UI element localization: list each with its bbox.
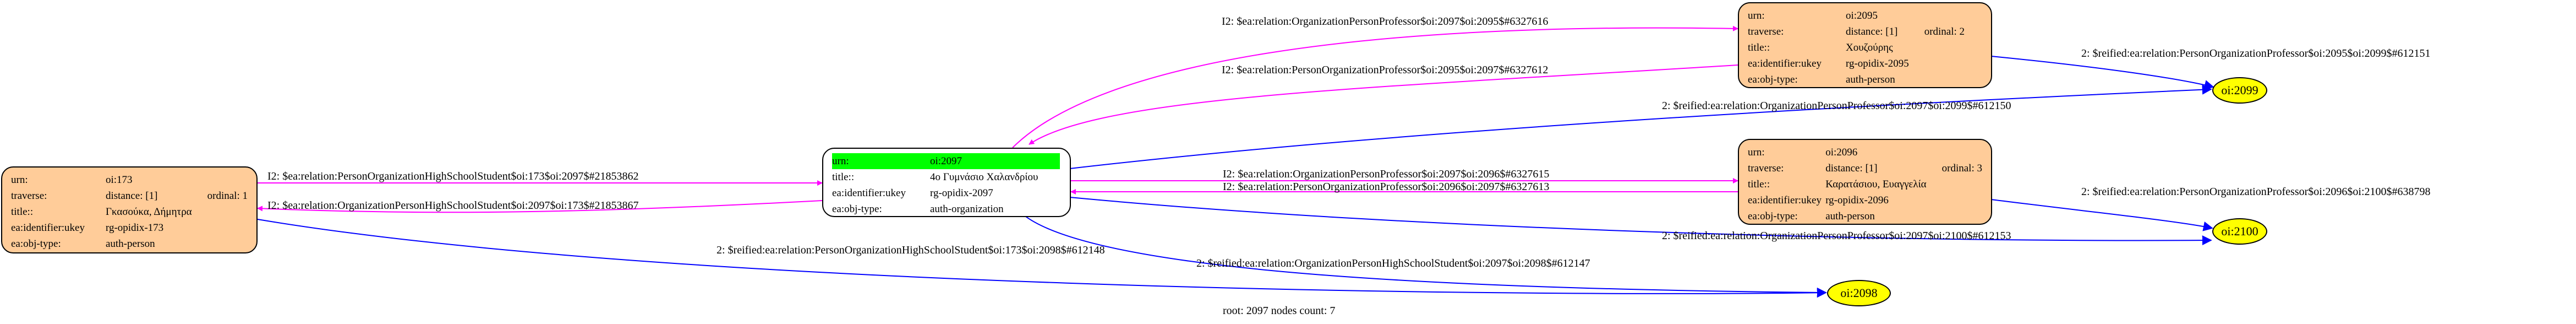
edge-label-reified-173-2098: 2: $reified:ea:relation:PersonOrganizati… <box>717 244 1105 256</box>
node-oi-173[interactable]: urn: oi:173 traverse: distance: [1] ordinal… <box>1 166 258 253</box>
edge-reified-2096-2100 <box>1990 199 2213 231</box>
node-oi-2097-root[interactable]: urn: oi:2097 title:: 4ο Γυμνάσιο Χαλανδρίο… <box>822 148 1071 217</box>
edge-label-reified-2097-2099: 2: $reified:ea:relation:OrganizationPers… <box>1662 100 2011 112</box>
edge-label-reified-2097-2100: 2: $reified:ea:relation:OrganizationPers… <box>1662 230 2011 242</box>
ukey-key: ea:identifier:ukey <box>1748 195 1822 206</box>
obj-type-key: ea:obj-type: <box>1748 74 1798 85</box>
edge-reified-2095-2099 <box>1990 56 2214 90</box>
node-oi-2100[interactable]: oi:2100 <box>2212 218 2267 245</box>
root-node-count-label: root: 2097 nodes count: 7 <box>1223 305 1336 317</box>
urn-key: urn: <box>832 153 930 169</box>
edge-label-2097-2096: I2: $ea:relation:OrganizationPersonProfe… <box>1223 168 1549 180</box>
title-value: Γκασούκα, Δήμητρα <box>105 206 192 218</box>
traverse-key: traverse: <box>11 190 47 202</box>
obj-type-key: ea:obj-type: <box>1748 210 1798 222</box>
traverse-distance: distance: [1] <box>1825 163 1878 174</box>
edge-label-173-2097: I2: $ea:relation:PersonOrganizationHighS… <box>267 170 639 182</box>
ukey-value: rg-opidix-2097 <box>930 187 993 199</box>
edge-label-reified-2097-2098: 2: $reified:ea:relation:OrganizationPers… <box>1196 257 1590 269</box>
edge-label-reified-2096-2100: 2: $reified:ea:relation:PersonOrganizati… <box>2081 186 2431 198</box>
urn-value: oi:2097 <box>930 153 1060 169</box>
urn-value: oi:173 <box>105 174 133 186</box>
edge-org-person-2097-173 <box>257 200 823 213</box>
title-value: Χουζούρης <box>1846 42 1893 53</box>
node-oi-2099[interactable]: oi:2099 <box>2212 77 2267 104</box>
edge-reified-2097-2099 <box>1069 84 2212 169</box>
edge-person-org-2095-2097 <box>1029 64 1738 145</box>
ukey-key: ea:identifier:ukey <box>1748 58 1822 69</box>
ukey-value: rg-opidix-173 <box>105 222 164 234</box>
node-oi-2096[interactable]: urn: oi:2096 traverse: distance: [1] ordina… <box>1738 139 1992 225</box>
ukey-key: ea:identifier:ukey <box>832 187 906 199</box>
ukey-key: ea:identifier:ukey <box>11 222 85 234</box>
title-value: 4ο Γυμνάσιο Χαλανδρίου <box>930 171 1038 183</box>
edge-label-2097-173: I2: $ea:relation:OrganizationPersonHighS… <box>267 199 639 212</box>
obj-type-key: ea:obj-type: <box>11 238 61 250</box>
obj-type-value: auth-person <box>1846 74 1895 85</box>
traverse-key: traverse: <box>1748 26 1784 37</box>
traverse-ordinal: ordinal: 3 <box>1941 163 1982 174</box>
urn-value: oi:2095 <box>1846 10 1878 21</box>
node-oi-2098[interactable]: oi:2098 <box>1827 280 1891 306</box>
edge-label-2096-2097: I2: $ea:relation:PersonOrganizationProfe… <box>1223 181 1549 193</box>
obj-type-key: ea:obj-type: <box>832 203 882 215</box>
traverse-distance: distance: [1] <box>1846 26 1898 37</box>
edge-person-org-173-2097 <box>256 180 823 186</box>
title-value: Καρατάσιου, Ευαγγελία <box>1825 179 1927 190</box>
edge-label-reified-2095-2099: 2: $reified:ea:relation:PersonOrganizati… <box>2081 47 2431 60</box>
urn-key: urn: <box>1748 147 1765 158</box>
obj-type-value: auth-organization <box>930 203 1004 215</box>
edge-label-2097-2095: I2: $ea:relation:OrganizationPersonProfe… <box>1222 15 1548 28</box>
title-key: title:: <box>832 171 855 183</box>
ukey-value: rg-opidix-2096 <box>1825 195 1889 206</box>
title-key: title:: <box>11 206 34 218</box>
traverse-distance: distance: [1] <box>105 190 158 202</box>
edge-reified-2097-2098 <box>1023 214 1827 298</box>
edge-reified-173-2098 <box>257 219 1827 298</box>
edge-label-2095-2097: I2: $ea:relation:PersonOrganizationProfe… <box>1222 64 1548 76</box>
edge-reified-2097-2100 <box>1069 197 2212 246</box>
title-key: title:: <box>1748 42 1770 53</box>
node-oi-2095[interactable]: urn: oi:2095 traverse: distance: [1] ordina… <box>1738 2 1992 88</box>
urn-key: urn: <box>11 174 28 186</box>
urn-key: urn: <box>1748 10 1765 21</box>
urn-value: oi:2096 <box>1825 147 1858 158</box>
title-key: title:: <box>1748 179 1770 190</box>
traverse-key: traverse: <box>1748 163 1784 174</box>
edge-org-person-2097-2095 <box>1012 25 1738 148</box>
traverse-ordinal: ordinal: 2 <box>1924 26 1965 37</box>
obj-type-value: auth-person <box>105 238 155 250</box>
ukey-value: rg-opidix-2095 <box>1846 58 1909 69</box>
traverse-ordinal: ordinal: 1 <box>207 190 248 202</box>
obj-type-value: auth-person <box>1825 210 1875 222</box>
